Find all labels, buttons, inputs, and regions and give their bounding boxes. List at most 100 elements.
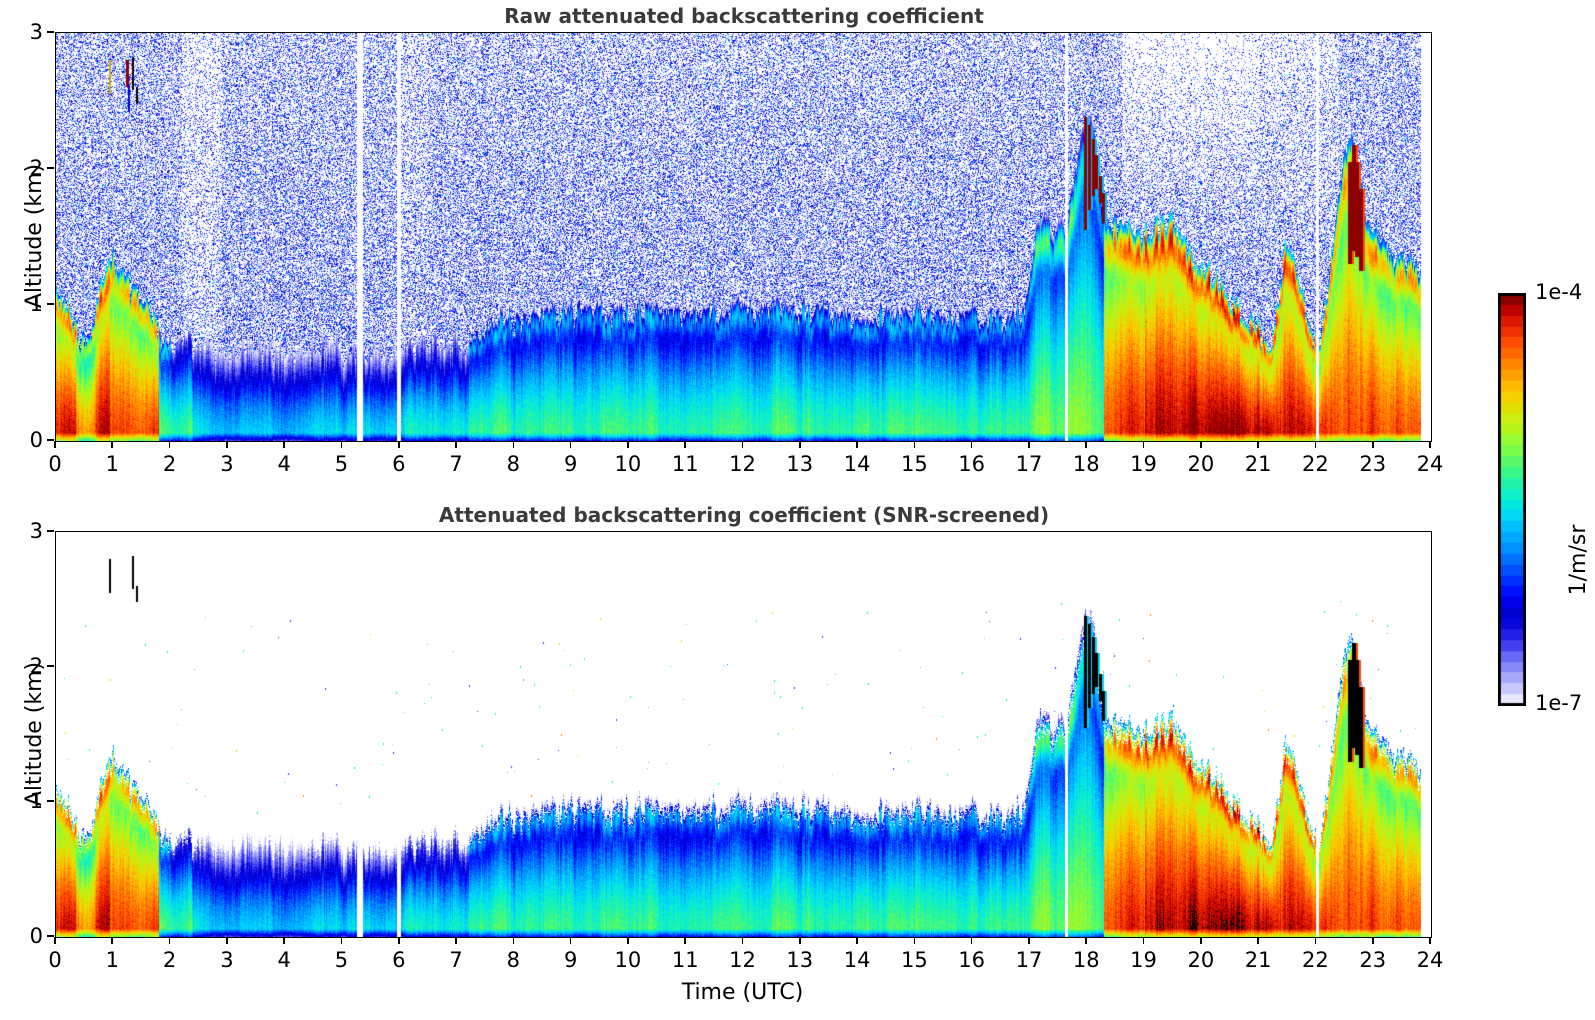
xticklabel-1-14: 14 [843,948,871,972]
xtick-1-11 [684,937,686,944]
xticklabel-1-6: 6 [392,948,406,972]
xtick-0-14 [856,441,858,448]
ytick-0-0 [47,439,54,441]
xticklabel-0-10: 10 [614,452,642,476]
xticklabel-0-12: 12 [729,452,756,476]
xtick-1-22 [1314,937,1317,944]
yticklabel-1-0: 0 [29,924,43,948]
xticklabel-0-20: 20 [1187,452,1215,476]
xticklabel-0-5: 5 [334,452,349,476]
xtick-1-4 [283,937,285,944]
ytick-1-0 [47,935,54,937]
xtick-0-12 [741,441,744,448]
xtick-0-11 [684,441,686,448]
xtick-0-24 [1429,441,1431,448]
xticklabel-0-13: 13 [786,452,814,476]
xticklabel-0-0: 0 [48,452,62,476]
xtick-1-12 [741,937,744,944]
plot-area-screened [55,531,1432,938]
xticklabel-1-24: 24 [1416,948,1444,972]
colorbar-max-label: 1e-4 [1535,280,1583,304]
xtick-1-10 [627,937,629,944]
xticklabel-1-19: 19 [1130,948,1157,972]
xtick-0-17 [1028,441,1030,448]
panel-title-screened: Attenuated backscattering coefficient (S… [438,503,1050,527]
ytick-0-2 [47,167,54,169]
xlabel-1: Time (UTC) [681,980,804,1005]
plot-area-raw [55,32,1432,442]
xticklabel-0-11: 11 [671,452,699,476]
xtick-1-20 [1200,937,1202,944]
xticklabel-1-18: 18 [1072,948,1100,972]
xtick-1-0 [54,937,56,944]
xticklabel-1-16: 16 [958,948,986,972]
heatmap-screened [56,532,1431,937]
xtick-0-5 [340,441,343,448]
xticklabel-0-4: 4 [277,452,291,476]
xticklabel-1-2: 2 [162,948,177,972]
xticklabel-1-1: 1 [105,948,119,972]
xticklabel-0-19: 19 [1130,452,1157,476]
xticklabel-1-13: 13 [786,948,814,972]
ytick-1-1 [47,800,54,802]
xticklabel-1-20: 20 [1187,948,1215,972]
xticklabel-1-12: 12 [729,948,756,972]
xtick-1-1 [111,937,114,944]
xticklabel-1-7: 7 [449,948,463,972]
colorbar-gradient [1498,293,1526,706]
colorbar-min-label: 1e-7 [1535,691,1583,715]
xtick-0-15 [913,441,916,448]
ytick-1-3 [47,530,54,532]
xticklabel-0-9: 9 [563,452,578,476]
xticklabel-0-17: 17 [1015,452,1043,476]
yticklabel-0-2: 2 [29,156,43,180]
xtick-0-10 [627,441,629,448]
xticklabel-0-2: 2 [162,452,177,476]
xtick-0-19 [1142,441,1145,448]
xtick-1-16 [970,937,973,944]
xtick-0-2 [168,441,171,448]
xticklabel-0-16: 16 [958,452,986,476]
xtick-1-8 [512,937,515,944]
xticklabel-0-7: 7 [449,452,463,476]
xtick-0-1 [111,441,114,448]
ytick-0-3 [47,31,54,33]
xticklabel-1-21: 21 [1244,948,1272,972]
xticklabel-0-18: 18 [1072,452,1100,476]
xticklabel-1-3: 3 [220,948,234,972]
yticklabel-0-3: 3 [29,20,43,44]
xticklabel-1-11: 11 [671,948,699,972]
ylabel-1: Altitude (km) [22,661,47,806]
xticklabel-1-8: 8 [506,948,521,972]
xticklabel-1-23: 23 [1359,948,1387,972]
colorbar [1498,293,1526,706]
xtick-0-23 [1371,441,1374,448]
xtick-1-5 [340,937,343,944]
ylabel-0: Altitude (km) [22,163,47,309]
xticklabel-1-22: 22 [1302,948,1329,972]
xticklabel-1-9: 9 [563,948,578,972]
ytick-0-1 [47,303,54,305]
xticklabel-1-10: 10 [614,948,642,972]
xtick-0-18 [1085,441,1088,448]
xticklabel-0-14: 14 [843,452,871,476]
xtick-0-7 [455,441,457,448]
xtick-1-14 [856,937,858,944]
xtick-1-19 [1142,937,1145,944]
xtick-0-3 [226,441,228,448]
panel-title-raw: Raw attenuated backscattering coefficien… [504,4,984,28]
xticklabel-1-17: 17 [1015,948,1043,972]
xtick-0-21 [1257,441,1259,448]
yticklabel-1-3: 3 [29,519,43,543]
xtick-0-16 [970,441,973,448]
xtick-0-4 [283,441,285,448]
xtick-1-15 [913,937,916,944]
xticklabel-1-15: 15 [901,948,928,972]
xtick-1-23 [1371,937,1374,944]
xticklabel-0-22: 22 [1302,452,1329,476]
xticklabel-0-1: 1 [105,452,119,476]
xticklabel-0-24: 24 [1416,452,1444,476]
xticklabel-0-8: 8 [506,452,521,476]
yticklabel-0-1: 1 [29,292,43,316]
